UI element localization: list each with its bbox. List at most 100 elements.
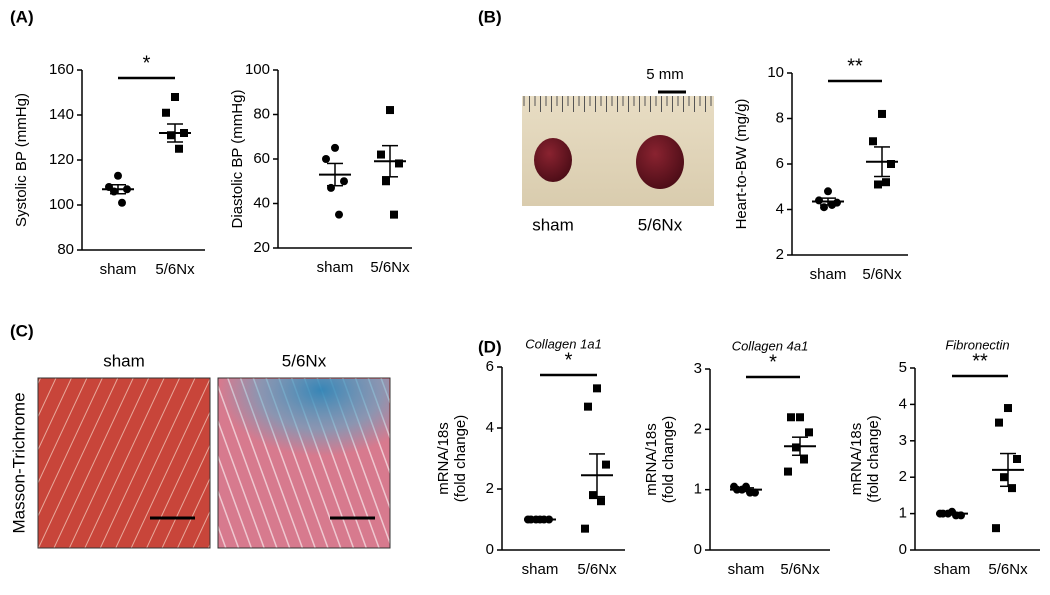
y-tick-label: 160 (49, 61, 74, 78)
y-tick-label: 4 (486, 419, 494, 436)
y-tick-label: 1 (694, 481, 702, 498)
y-tick-label: 2 (899, 468, 907, 485)
y-tick-label: 3 (899, 432, 907, 449)
data-point (395, 159, 403, 168)
data-point (167, 131, 175, 140)
chart-title: Collagen 4a1 (732, 338, 809, 353)
data-point (377, 150, 385, 159)
data-point (1008, 484, 1016, 493)
data-point (162, 108, 170, 117)
x-tick-label: sham (100, 261, 137, 278)
stain-label: Masson-Trichrome (9, 392, 28, 533)
data-point (992, 524, 1000, 533)
y-axis-label: (fold change) (865, 415, 882, 503)
data-point (335, 210, 343, 219)
data-point (114, 171, 122, 180)
data-point (597, 497, 605, 506)
y-tick-label: 60 (253, 150, 270, 167)
data-point (584, 402, 592, 411)
x-tick-label: 5/6Nx (862, 266, 902, 283)
x-tick-label: 5/6Nx (988, 561, 1028, 578)
significance-label: ** (847, 55, 863, 77)
data-point (824, 187, 832, 196)
data-point (390, 210, 398, 219)
y-tick-label: 5 (899, 359, 907, 376)
panel-label: (C) (10, 321, 34, 340)
data-point (995, 418, 1003, 427)
data-point (386, 106, 394, 115)
y-tick-label: 100 (49, 196, 74, 213)
data-point (171, 93, 179, 101)
y-tick-label: 100 (245, 61, 270, 78)
data-point (593, 384, 601, 393)
data-point (589, 491, 597, 500)
x-tick-label: sham (810, 266, 847, 283)
y-axis-label: (fold change) (660, 416, 677, 504)
data-point (382, 177, 390, 186)
data-point (869, 137, 877, 146)
chart-title: Collagen 1a1 (525, 336, 602, 351)
photo-label: sham (532, 215, 574, 234)
y-tick-label: 10 (767, 64, 784, 81)
y-tick-label: 4 (899, 395, 907, 412)
heart-photo (522, 90, 714, 206)
y-axis-label: mRNA/18s (435, 422, 452, 495)
data-point (340, 177, 348, 186)
data-point (784, 467, 792, 476)
data-point (602, 460, 610, 469)
panel-label: (B) (478, 7, 502, 26)
data-point (874, 180, 882, 189)
data-point (878, 109, 886, 118)
x-tick-label: 5/6Nx (155, 261, 195, 278)
x-tick-label: sham (934, 561, 971, 578)
x-tick-label: 5/6Nx (577, 561, 617, 578)
data-point (322, 155, 330, 163)
y-tick-label: 4 (776, 200, 784, 217)
y-axis-label: mRNA/18s (848, 423, 865, 496)
y-axis-label: (fold change) (452, 415, 469, 503)
data-point (175, 144, 183, 153)
significance-label: * (143, 52, 151, 74)
y-tick-label: 3 (694, 360, 702, 377)
data-point (882, 178, 890, 187)
y-tick-label: 120 (49, 151, 74, 168)
panel-label: (A) (10, 7, 34, 26)
y-tick-label: 140 (49, 106, 74, 123)
y-tick-label: 1 (899, 505, 907, 522)
y-tick-label: 2 (694, 420, 702, 437)
y-tick-label: 80 (253, 105, 270, 122)
x-tick-label: sham (522, 561, 559, 578)
data-point (887, 160, 895, 168)
data-point (1004, 404, 1012, 413)
y-tick-label: 20 (253, 239, 270, 256)
photo-label: 5/6Nx (638, 215, 683, 234)
data-point (796, 413, 804, 422)
y-tick-label: 0 (486, 541, 494, 558)
panel-label: (D) (478, 337, 502, 356)
y-tick-label: 0 (899, 541, 907, 558)
y-tick-label: 8 (776, 109, 784, 126)
data-point (746, 488, 754, 497)
data-point (581, 524, 589, 533)
y-axis-label: Systolic BP (mmHg) (13, 93, 30, 227)
significance-label: * (565, 349, 573, 371)
data-point (1000, 473, 1008, 482)
x-tick-label: sham (317, 259, 354, 276)
y-tick-label: 6 (776, 155, 784, 172)
y-axis-label: mRNA/18s (643, 423, 660, 496)
data-point (1013, 455, 1021, 463)
data-point (800, 455, 808, 464)
y-tick-label: 2 (776, 246, 784, 263)
data-point (730, 482, 738, 491)
scale-label: 5 mm (646, 66, 684, 83)
data-point (331, 143, 339, 152)
x-tick-label: 5/6Nx (370, 259, 410, 276)
histology-label: sham (103, 351, 145, 370)
histology-label: 5/6Nx (282, 351, 327, 370)
significance-label: * (769, 351, 777, 373)
significance-label: ** (972, 350, 988, 372)
y-tick-label: 6 (486, 358, 494, 375)
data-point (805, 428, 813, 437)
x-tick-label: sham (728, 561, 765, 578)
